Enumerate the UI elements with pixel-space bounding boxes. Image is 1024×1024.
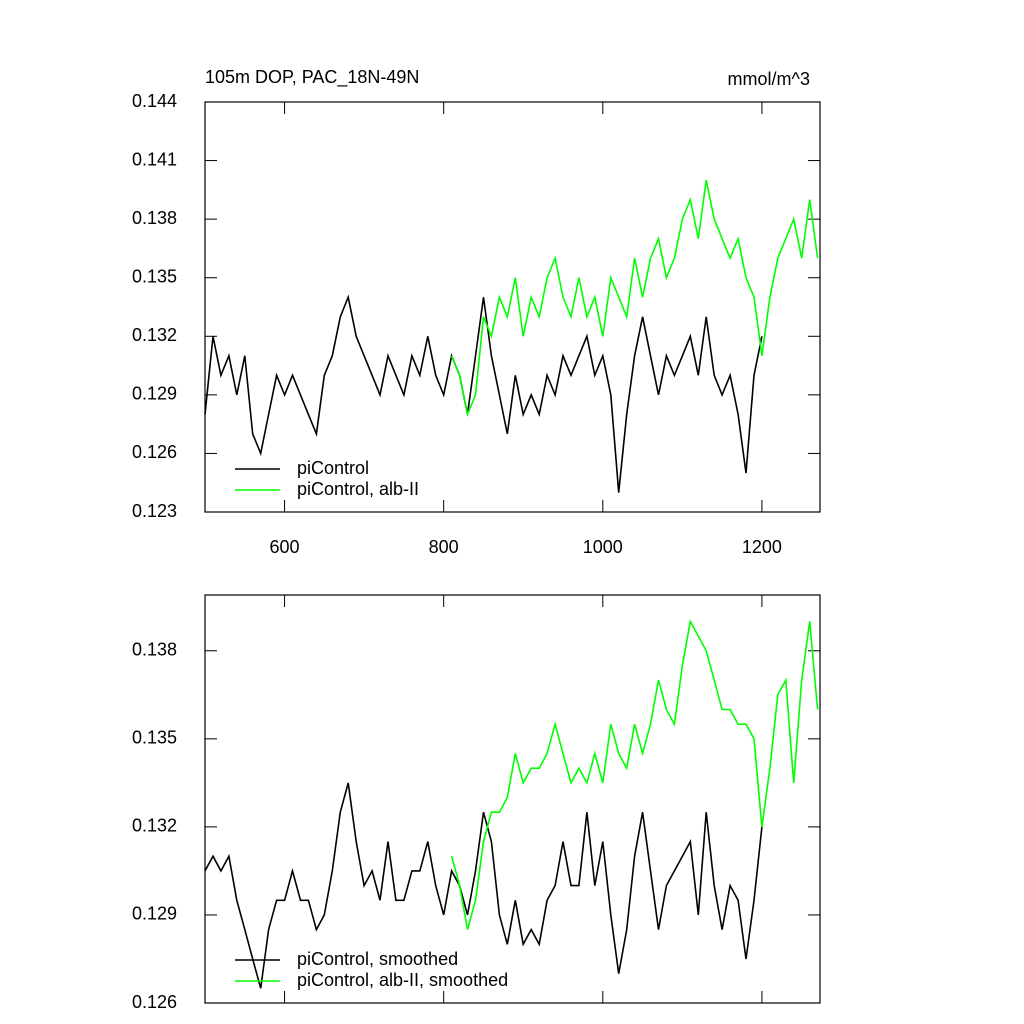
plot-frame [204, 594, 821, 1004]
y-tick-label: 0.141 [132, 149, 177, 169]
y-tick-label: 0.138 [132, 640, 177, 660]
y-tick-label: 0.138 [132, 208, 177, 228]
series-line [450, 619, 819, 930]
legend-label: piControl, smoothed [297, 949, 458, 969]
x-tick-label: 800 [429, 537, 459, 557]
y-tick-label: 0.126 [132, 992, 177, 1012]
legend-label: piControl [297, 458, 369, 478]
series-line [204, 782, 763, 989]
series-line [450, 179, 819, 418]
y-tick-label: 0.129 [132, 904, 177, 924]
y-tick-label: 0.135 [132, 266, 177, 286]
x-tick-label: 1200 [742, 537, 782, 557]
y-tick-label: 0.144 [132, 91, 177, 111]
x-tick-label: 600 [270, 537, 300, 557]
y-tick-label: 0.135 [132, 728, 177, 748]
series-line [204, 294, 763, 493]
y-tick-label: 0.126 [132, 442, 177, 462]
y-tick-label: 0.129 [132, 384, 177, 404]
units-label: mmol/m^3 [728, 69, 810, 89]
legend-label: piControl, alb-II [297, 479, 419, 499]
y-tick-label: 0.132 [132, 325, 177, 345]
y-tick-label: 0.123 [132, 501, 177, 521]
x-tick-label: 1000 [583, 537, 623, 557]
plot-frame [204, 101, 821, 513]
y-tick-label: 0.132 [132, 816, 177, 836]
chart-title: 105m DOP, PAC_18N-49N [205, 67, 419, 88]
legend-label: piControl, alb-II, smoothed [297, 970, 508, 990]
